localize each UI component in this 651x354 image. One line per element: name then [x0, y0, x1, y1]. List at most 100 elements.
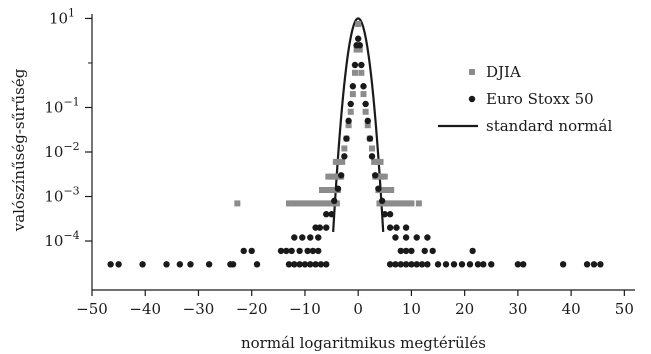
- euro-stoxx-point: [424, 261, 431, 268]
- djia-point: [355, 21, 362, 28]
- normal-curve: [332, 17, 385, 233]
- euro-stoxx-point: [139, 261, 146, 268]
- y-tick-label: 10−3: [44, 185, 79, 206]
- djia-point: [395, 200, 402, 207]
- euro-stoxx-point: [434, 261, 442, 268]
- djia-point: [345, 122, 352, 129]
- euro-stoxx-point: [316, 224, 324, 231]
- euro-stoxx-point: [304, 247, 311, 255]
- euro-stoxx-point: [291, 261, 298, 268]
- euro-stoxx-point: [343, 135, 350, 142]
- euro-stoxx-point: [590, 261, 598, 268]
- legend-label-euro-stoxx: Euro Stoxx 50: [486, 90, 594, 108]
- djia-point: [347, 108, 354, 115]
- euro-stoxx-point: [597, 261, 604, 268]
- djia-point: [331, 187, 338, 194]
- euro-stoxx-point: [366, 135, 374, 142]
- djia-point: [285, 200, 292, 207]
- djia-point: [298, 200, 305, 207]
- legend-marker-djia: [469, 69, 475, 75]
- euro-stoxx-point: [176, 261, 184, 268]
- djia-point: [295, 200, 302, 207]
- djia-point: [305, 200, 312, 207]
- djia-point: [408, 200, 415, 207]
- euro-stoxx-point: [323, 261, 330, 268]
- euro-stoxx-point: [450, 261, 458, 268]
- djia-point: [369, 145, 376, 152]
- legend-marker-euro-stoxx: [468, 95, 476, 103]
- djia-point: [317, 200, 324, 207]
- euro-stoxx-point: [356, 42, 363, 49]
- euro-stoxx-point: [418, 261, 426, 268]
- euro-stoxx-point: [328, 211, 335, 218]
- djia-point: [322, 187, 329, 194]
- euro-stoxx-point: [107, 261, 114, 268]
- djia-point: [356, 46, 363, 53]
- euro-stoxx-point: [402, 234, 410, 241]
- djia-point: [377, 158, 384, 165]
- legend: DJIA Euro Stoxx 50 standard normál: [438, 63, 612, 135]
- euro-stoxx-point: [341, 153, 348, 160]
- djia-point: [289, 200, 296, 207]
- djia-point: [405, 200, 412, 207]
- x-tick-label: 50: [615, 300, 634, 318]
- euro-stoxx-point: [421, 247, 428, 255]
- djia-point: [358, 69, 365, 76]
- djia-point: [341, 145, 348, 152]
- euro-stoxx-point: [362, 100, 369, 108]
- x-tick-label: −50: [76, 300, 108, 318]
- euro-stoxx-point: [488, 261, 495, 268]
- x-tick-label: −30: [183, 300, 215, 318]
- euro-stoxx-point: [253, 261, 261, 268]
- djia-point: [324, 200, 331, 207]
- euro-stoxx-point: [291, 234, 298, 241]
- euro-stoxx-point: [283, 247, 290, 255]
- euro-stoxx-point: [368, 153, 376, 160]
- euro-stoxx-point: [296, 261, 303, 268]
- djia-point: [331, 173, 338, 180]
- euro-stoxx-point: [559, 261, 567, 268]
- euro-stoxx-point: [397, 247, 404, 255]
- euro-stoxx-point: [347, 100, 354, 108]
- euro-stoxx-point: [301, 261, 309, 268]
- djia-point: [325, 173, 332, 180]
- djia-point: [386, 200, 393, 207]
- djia-point: [364, 122, 371, 129]
- euro-stoxx-point: [402, 261, 410, 268]
- euro-stoxx-point: [315, 247, 322, 255]
- euro-stoxx-point: [480, 261, 487, 268]
- euro-stoxx-point: [372, 172, 379, 179]
- euro-stoxx-point: [386, 261, 394, 268]
- euro-stoxx-point: [312, 261, 319, 268]
- euro-stoxx-point: [334, 185, 342, 192]
- djia-point: [378, 187, 385, 194]
- y-tick-label: 101: [49, 6, 75, 27]
- euro-stoxx-point: [229, 261, 237, 268]
- euro-stoxx-point: [381, 211, 388, 218]
- euro-stoxx-point: [442, 261, 450, 268]
- djia-point: [392, 200, 399, 207]
- x-tick-label: 0: [353, 300, 363, 318]
- euro-stoxx-point: [424, 234, 431, 241]
- euro-stoxx-point: [392, 234, 399, 241]
- euro-stoxx-point: [296, 247, 303, 255]
- djia-point: [353, 46, 360, 53]
- y-tick-label: 10−4: [44, 229, 79, 250]
- djia-point: [415, 200, 422, 207]
- euro-stoxx-point: [277, 247, 285, 255]
- euro-stoxx-point: [402, 247, 410, 255]
- djia-point: [381, 187, 388, 194]
- djia-point: [311, 200, 318, 207]
- euro-stoxx-point: [248, 247, 255, 255]
- x-tick-label: −10: [289, 300, 321, 318]
- euro-stoxx-point: [337, 172, 345, 179]
- djia-point: [381, 173, 388, 180]
- djia-point: [376, 200, 383, 207]
- djia-point: [292, 200, 299, 207]
- euro-stoxx-point: [360, 83, 367, 90]
- euro-stoxx-point: [393, 224, 400, 231]
- euro-stoxx-point: [386, 211, 394, 218]
- euro-stoxx-point: [364, 117, 371, 125]
- euro-stoxx-point: [378, 197, 386, 205]
